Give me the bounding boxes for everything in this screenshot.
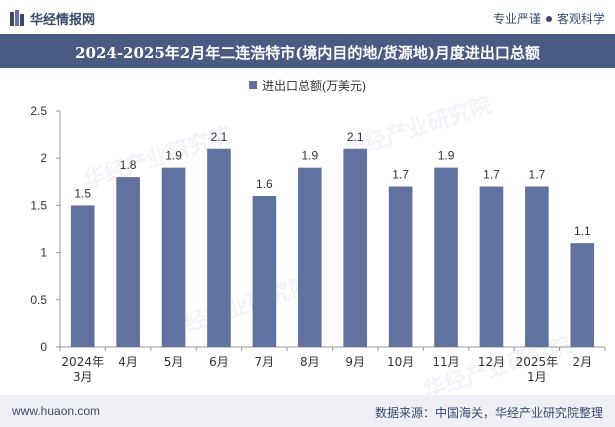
bar [161,167,186,347]
x-tick-label: 5月 [164,355,184,369]
tagline: 专业严谨 客观科学 [493,10,605,27]
x-tick-label: 11月 [432,355,459,369]
bar-chart: 0 0.5 1 1.5 2 2.5 1.5 2024年 3月 1.8 4月 1.9 5月 2.1 6月 1.6… [30,104,606,384]
legend-label: 进出口总额(万美元) [262,78,366,93]
x-tick-label-line: 10月 [387,355,414,369]
chart-legend: 进出口总额(万美元) [0,76,615,94]
x-tick-label-line: 6月 [209,355,229,369]
x-tick-label-line: 7月 [255,355,275,369]
y-tick-label: 1 [40,246,47,260]
top-bar: 华经情报网 专业严谨 客观科学 [0,0,615,34]
footer-source: 数据来源：中国海关，华经产业研究院整理 [374,406,603,420]
footer: www.huaon.com 数据来源：中国海关，华经产业研究院整理 [0,395,615,427]
bar [70,205,95,347]
y-tick-label: 2 [40,151,47,165]
bar [434,167,458,347]
bar [297,167,322,347]
data-label: 2.1 [211,130,228,144]
data-label: 1.9 [165,149,182,163]
x-tick-label-line: 11月 [432,355,459,369]
x-tick-label-line: 3月 [73,370,93,384]
bullet-dot-icon [545,15,552,22]
legend-swatch [249,81,257,89]
x-tick-label-line: 4月 [118,355,138,369]
title-bar: 2024-2025年2月年二连浩特市(境内目的地/货源地)月度进出口总额 [0,34,615,68]
x-tick-label-line: 8月 [300,355,320,369]
data-label: 1.6 [256,177,273,191]
x-tick-label: 7月 [255,355,275,369]
footer-site: www.huaon.com [12,404,101,418]
data-label: 1.7 [483,168,500,182]
x-tick-label-line: 12月 [478,355,505,369]
x-tick-label-line: 5月 [164,355,184,369]
data-label: 1.8 [120,158,137,172]
bar [570,243,595,347]
data-label: 1.7 [392,168,409,182]
data-label: 2.1 [347,130,364,144]
bar [252,195,277,347]
x-tick-label: 2月 [572,355,592,369]
x-tick-label-line: 2月 [572,355,592,369]
brand-name: 华经情报网 [30,11,96,27]
tagline-left: 专业严谨 [492,12,541,26]
x-tick-label: 4月 [118,355,138,369]
bar [116,177,140,347]
data-label: 1.1 [574,224,591,238]
bar [343,148,368,347]
x-tick-label: 12月 [478,355,505,369]
brand: 华经情报网 [10,9,95,27]
x-tick-label-line: 2024年 [61,355,104,369]
y-tick-label: 0.5 [30,293,47,307]
chart-title: 2024-2025年2月年二连浩特市(境内目的地/货源地)月度进出口总额 [75,44,540,62]
x-tick-label-line: 1月 [527,370,547,384]
x-tick-label-line: 9月 [345,355,365,369]
x-tick-label: 8月 [300,355,320,369]
x-tick-label-line: 2025年 [516,355,559,369]
y-tick-label: 1.5 [30,198,47,212]
bar [479,186,504,347]
x-tick-label: 9月 [345,355,365,369]
data-label: 1.7 [529,168,546,182]
tagline-right: 客观科学 [556,12,605,26]
x-tick-label: 6月 [209,355,229,369]
y-tick-label: 0 [40,340,47,354]
x-tick-label: 2024年 3月 [61,355,104,384]
x-tick-label: 2025年 1月 [516,355,559,384]
bar [207,148,231,347]
y-tick-label: 2.5 [30,104,47,118]
data-label: 1.9 [301,149,318,163]
data-label: 1.9 [438,149,455,163]
bar [525,186,549,347]
bar [388,186,413,347]
brand-logo-icon [10,10,24,26]
x-tick-label: 10月 [387,355,414,369]
data-label: 1.5 [74,186,91,200]
